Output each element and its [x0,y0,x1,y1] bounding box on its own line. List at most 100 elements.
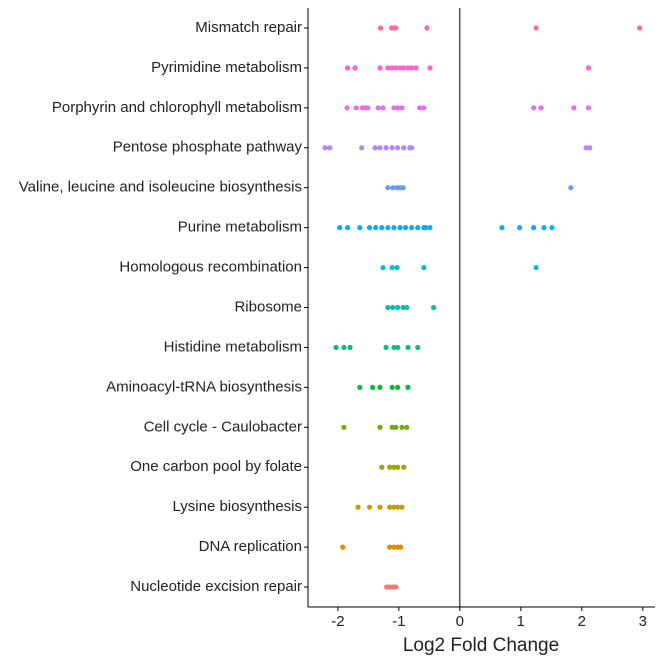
point [377,65,383,71]
point [395,464,401,470]
point [409,145,415,151]
point [549,225,555,231]
point [389,145,395,151]
point [568,185,574,191]
point [395,105,401,111]
point [423,225,429,231]
x-axis-label: Log2 Fold Change [403,635,559,656]
point [421,264,427,271]
point [541,225,547,231]
point [391,544,397,550]
point [377,424,383,430]
point [395,145,401,151]
point [404,304,410,311]
point [391,344,397,351]
point [385,225,391,231]
y-tick-label: Valine, leucine and isoleucine biosynthe… [19,179,302,196]
point [637,25,643,31]
point [399,504,405,510]
point [345,225,351,231]
point [531,105,537,111]
y-tick-label: One carbon pool by folate [130,458,302,475]
point [533,25,539,31]
point [390,304,396,311]
point [400,304,406,311]
point [383,344,389,351]
point [389,264,395,271]
point [377,504,383,510]
point [395,344,401,351]
point [531,225,537,231]
y-tick-label: Pyrimidine metabolism [151,59,302,76]
point [391,105,397,111]
point [397,65,403,71]
point [357,225,363,231]
y-tick-label: Histidine metabolism [164,338,302,355]
point [366,504,373,510]
y-tick-label: Nucleotide excision repair [130,578,302,595]
point [431,304,437,311]
point [359,145,365,151]
point [405,384,411,390]
point [385,185,391,191]
x-tick-label: -2 [331,613,344,630]
point [393,65,399,71]
y-tick-label: Aminoacyl-tRNA biosynthesis [106,378,302,395]
point [409,65,415,71]
point [327,145,333,151]
point [333,344,339,351]
point [390,185,396,191]
point [322,145,328,151]
point [405,65,411,71]
point [402,225,409,231]
point [405,344,411,351]
y-tick-label: Lysine biosynthesis [172,498,302,515]
y-tick-label: DNA replication [199,538,302,555]
point [387,464,393,470]
point [424,25,430,31]
point [401,464,407,470]
point [571,105,577,111]
point [370,384,376,390]
point [352,65,358,71]
point [499,225,505,231]
point [427,225,433,231]
point [365,105,371,111]
y-tick-label: Homologous recombination [119,259,302,276]
point [517,225,523,231]
y-tick-label: Ribosome [234,298,302,315]
y-tick-label: Porphyrin and chlorophyll metabolism [52,99,302,116]
point [585,65,592,71]
point [391,464,397,470]
point [391,225,397,231]
x-tick-label: 3 [639,613,647,630]
point [415,344,421,351]
point [391,504,397,510]
point [377,25,384,31]
point [401,145,407,151]
point [401,65,407,71]
point [385,304,391,311]
point [400,185,406,191]
point [341,344,347,351]
point [379,225,385,231]
point [353,105,359,111]
point [355,504,361,510]
point [337,225,343,231]
y-tick-label: Purine metabolism [178,219,302,236]
point [375,105,381,111]
point [389,65,395,71]
y-tick-label: Mismatch repair [195,19,302,36]
point [394,264,400,271]
point [383,145,389,151]
point [533,264,539,271]
point [395,304,401,311]
point [417,105,423,111]
point [389,424,395,430]
point [587,145,593,151]
point [393,424,399,430]
point [397,225,403,231]
x-tick-label: 0 [456,613,464,630]
x-tick-label: 1 [517,613,525,630]
point [583,145,589,151]
